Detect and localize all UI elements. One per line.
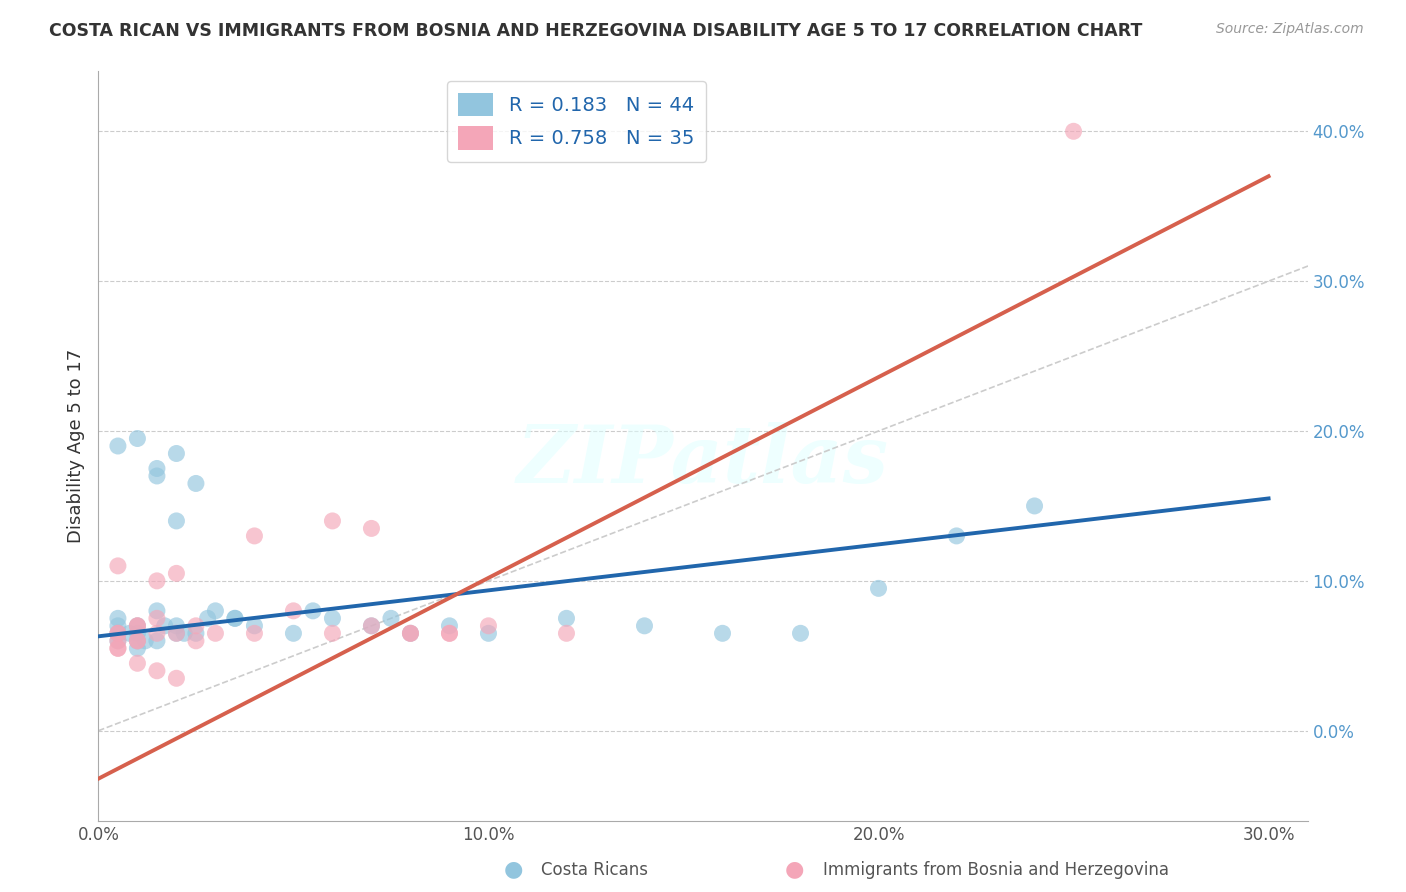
Point — [127, 619, 149, 633]
Point — [439, 626, 461, 640]
Point — [146, 611, 169, 625]
Point — [146, 574, 169, 588]
Point — [321, 611, 343, 625]
Text: COSTA RICAN VS IMMIGRANTS FROM BOSNIA AND HERZEGOVINA DISABILITY AGE 5 TO 17 COR: COSTA RICAN VS IMMIGRANTS FROM BOSNIA AN… — [49, 22, 1143, 40]
Point — [224, 611, 246, 625]
Point — [302, 604, 325, 618]
Text: Immigrants from Bosnia and Herzegovina: Immigrants from Bosnia and Herzegovina — [823, 861, 1168, 879]
Point — [945, 529, 967, 543]
Point — [165, 566, 187, 581]
Point — [321, 626, 343, 640]
Point — [173, 626, 195, 640]
Point — [380, 611, 402, 625]
Point — [184, 619, 207, 633]
Point — [165, 671, 187, 685]
Point — [107, 626, 129, 640]
Point — [165, 446, 187, 460]
Y-axis label: Disability Age 5 to 17: Disability Age 5 to 17 — [66, 349, 84, 543]
Point — [107, 558, 129, 573]
Point — [127, 641, 149, 656]
Point — [243, 626, 266, 640]
Point — [439, 619, 461, 633]
Point — [146, 664, 169, 678]
Point — [127, 619, 149, 633]
Point — [477, 619, 499, 633]
Point — [399, 626, 422, 640]
Point — [146, 633, 169, 648]
Point — [360, 619, 382, 633]
Point — [146, 461, 169, 475]
Point — [165, 626, 187, 640]
Point — [243, 619, 266, 633]
Point — [555, 626, 578, 640]
Point — [243, 529, 266, 543]
Point — [107, 626, 129, 640]
Point — [477, 626, 499, 640]
Point — [868, 582, 890, 596]
Point — [360, 619, 382, 633]
Point — [107, 626, 129, 640]
Text: ●: ● — [503, 860, 523, 880]
Point — [204, 604, 226, 618]
Point — [321, 514, 343, 528]
Point — [165, 626, 187, 640]
Point — [146, 626, 169, 640]
Point — [184, 626, 207, 640]
Point — [107, 619, 129, 633]
Point — [184, 633, 207, 648]
Point — [399, 626, 422, 640]
Point — [633, 619, 655, 633]
Point — [118, 626, 141, 640]
Point — [127, 619, 149, 633]
Point — [146, 469, 169, 483]
Point — [204, 626, 226, 640]
Text: Costa Ricans: Costa Ricans — [541, 861, 648, 879]
Point — [439, 626, 461, 640]
Point — [107, 611, 129, 625]
Legend: R = 0.183   N = 44, R = 0.758   N = 35: R = 0.183 N = 44, R = 0.758 N = 35 — [447, 81, 706, 161]
Point — [184, 476, 207, 491]
Point — [127, 626, 149, 640]
Point — [197, 611, 219, 625]
Text: ●: ● — [785, 860, 804, 880]
Point — [153, 619, 176, 633]
Point — [399, 626, 422, 640]
Point — [127, 657, 149, 671]
Point — [107, 633, 129, 648]
Point — [134, 633, 156, 648]
Point — [107, 439, 129, 453]
Point — [1063, 124, 1085, 138]
Point — [107, 633, 129, 648]
Point — [165, 514, 187, 528]
Point — [224, 611, 246, 625]
Text: Source: ZipAtlas.com: Source: ZipAtlas.com — [1216, 22, 1364, 37]
Point — [107, 641, 129, 656]
Point — [283, 626, 305, 640]
Point — [146, 604, 169, 618]
Point — [283, 604, 305, 618]
Point — [789, 626, 811, 640]
Text: ZIPatlas: ZIPatlas — [517, 422, 889, 500]
Point — [127, 633, 149, 648]
Point — [107, 641, 129, 656]
Point — [711, 626, 734, 640]
Point — [127, 432, 149, 446]
Point — [1024, 499, 1046, 513]
Point — [360, 521, 382, 535]
Point — [127, 633, 149, 648]
Point — [127, 633, 149, 648]
Point — [555, 611, 578, 625]
Point — [165, 619, 187, 633]
